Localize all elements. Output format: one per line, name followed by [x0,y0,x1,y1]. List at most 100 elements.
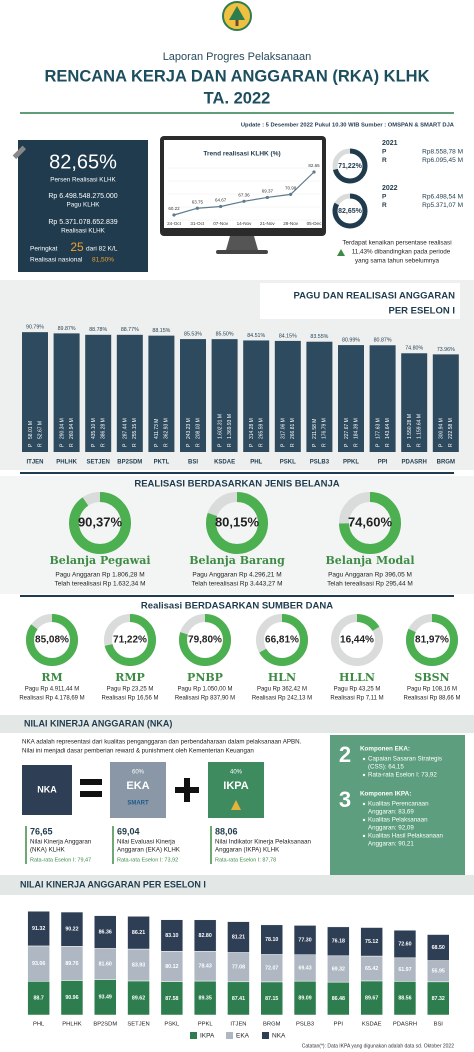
donut-arc [104,614,156,666]
comparison-note: yang sama tahun sebelumnya [355,258,440,265]
value-label: 85.50% [216,332,234,338]
summary-percent: 82,65% [49,151,117,173]
bar-key: P [91,443,97,447]
bar-key: P [375,443,381,447]
x-tick-label: PSLB3 [296,1022,314,1028]
summary-box [18,140,148,272]
stacked-segment [293,925,317,956]
donut-name: Belanja Pegawai [49,554,150,567]
comparison-note: Terdapat kenaikan persentase realisasi [342,240,451,247]
box-weight: 40% [230,770,243,776]
rank-prefix: Peringkat [30,246,58,253]
bar-amount: 177.63 M [375,418,381,439]
donut-detail: Telah terealisasi Rp 3.443,27 M [191,581,282,588]
bar-amount: 260.94 M [69,418,75,439]
donut-arc [339,492,401,554]
bar-key: P [281,443,287,447]
point-label: 60.22 [168,206,180,211]
donut-name: PNBP [187,671,223,684]
section-title: Realisasi BERDASARKAN SUMBER DANA [141,601,333,612]
segment-label: 86.36 [99,929,112,935]
trend-point [219,204,223,209]
value-label: 88.77% [121,327,139,333]
box-label: NKA [37,784,57,794]
box-label: IKPA [223,780,249,792]
intro-text: NKA adalah representasi dari kualitas pe… [22,739,302,746]
trend-point [172,213,176,217]
bar-key: P [59,443,65,447]
stacked-segment [60,911,84,947]
plus-icon [175,778,199,802]
donut-arc [26,614,78,666]
stacked-segment [327,926,350,957]
bar [274,340,301,452]
donut-detail: Pagu Rp 1.050,00 M [177,687,232,693]
x-tick-label: PHL [250,460,262,466]
bar-key: R [227,443,233,447]
nka-band [0,715,474,733]
bar-key: R [259,443,265,447]
bar-key: R [290,443,296,447]
bar-amount: 1.369.93 M [227,414,233,439]
component-text: Capaian Sasaran Strategis [368,756,442,763]
value-label: 88.78% [89,327,107,333]
bar [22,332,48,452]
score-avg: Rata-rata Eselon I: 73,92 [117,857,178,863]
bar-key: P [123,443,129,447]
bar-amount: 314.28 M [249,418,255,439]
equals-icon [80,779,102,797]
stacked-segment [27,910,50,947]
donut-label: 71,22% [113,635,147,646]
donut-detail: Realisasi Rp 88,66 M [403,696,460,702]
x-tick-label: PHL [33,1022,45,1028]
segment-label: 93.06 [32,961,45,967]
section-title: NILAI KINERJA ANGGARAN PER ESELON I [20,879,206,889]
segment-label: 81.21 [232,934,245,940]
value-label: 89.87% [58,326,76,332]
donut-arc [69,492,131,554]
x-tick-label: PHLHK [62,1022,81,1028]
legend-swatch [262,1032,269,1039]
point-label: 67.36 [238,192,250,197]
segment-label: 72.60 [398,941,411,947]
component-heading: Komponen EKA: [360,746,410,753]
bullet [362,818,366,822]
bar-amount: 143.64 M [385,418,391,439]
stacked-segment [127,916,150,950]
score-desc: Anggaran (EKA) KLHK [117,847,181,854]
bar [85,334,112,452]
point-label: 69.37 [262,189,274,194]
x-tick-label: SETJEN [87,460,110,466]
comparison-key: P [382,194,387,201]
rank-suffix: dari 82 K/L [86,246,118,253]
donut-detail: Realisasi Rp 16,56 M [101,696,158,702]
legend-label: EKA [236,1033,250,1040]
segment-label: 93.49 [99,995,112,1001]
bar-key: R [164,443,170,447]
value-label: 83.55% [310,334,328,340]
bullet [362,773,366,777]
bar [432,354,459,452]
component-text: Rata-rata Eselon I: 73,92 [368,772,437,779]
segment-label: 77.08 [232,965,245,971]
donut-label: 90,37% [78,514,123,529]
segment-label: 88.56 [398,996,411,1002]
component-text: Kualitas Perencanaan [368,801,429,808]
bar-amount: 1.159.64 M [417,414,423,439]
segment-label: 83.10 [165,933,178,939]
box-logo: SMART [127,801,149,807]
x-tick-label: ITJEN [26,460,43,466]
donut-label: 74,60% [348,514,393,529]
segment-label: 89.67 [365,995,378,1001]
x-tick-label: BP2SDM [117,460,142,466]
bar [369,345,396,452]
segment-label: 61.97 [398,967,411,973]
chart-title: Trend realisasi KLHK (%) [203,151,280,158]
bar [148,335,175,452]
donut-label: 79,80% [188,635,222,646]
score-desc: Nilai Evaluasi Kinerja [117,839,176,846]
x-tick-label: PDASRH [393,1022,417,1028]
segment-label: 90.96 [65,995,78,1001]
stacked-segment [193,919,217,952]
